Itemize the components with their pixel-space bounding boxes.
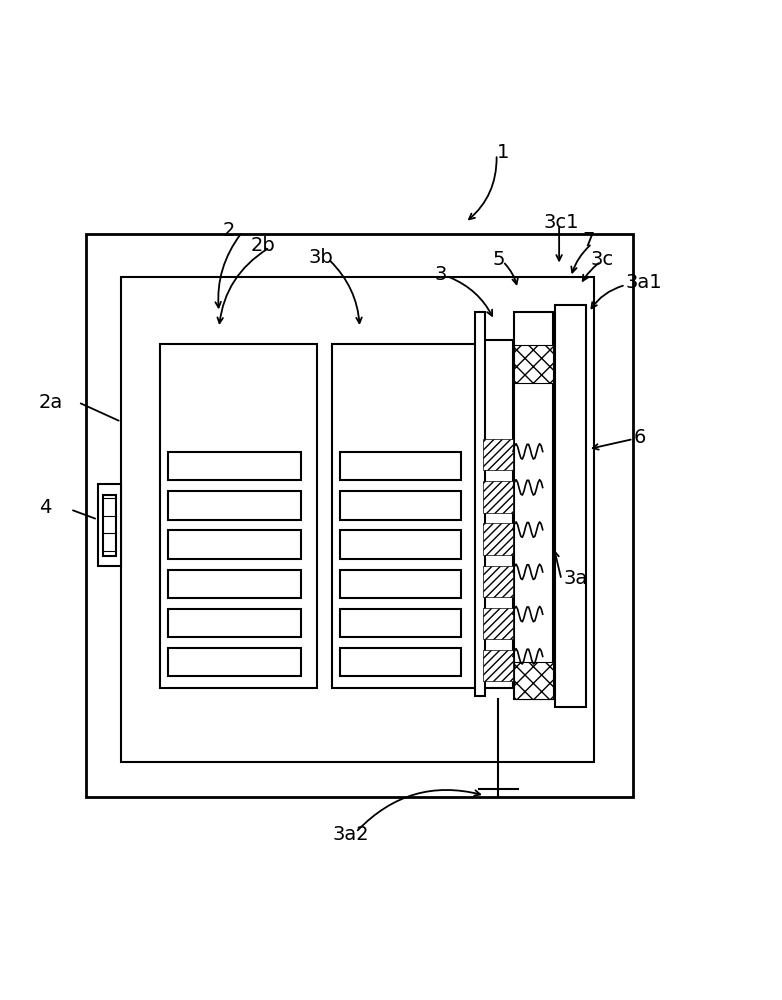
Bar [340, 648, 461, 676]
Bar [340, 609, 461, 637]
Bar [483, 566, 513, 597]
Text: 2b: 2b [250, 236, 275, 255]
Bar [340, 530, 461, 559]
Bar [98, 484, 121, 566]
Bar [483, 650, 513, 681]
Bar [483, 439, 513, 470]
Text: 3b: 3b [309, 248, 334, 267]
Text: 6: 6 [633, 428, 646, 447]
Text: 2a: 2a [39, 393, 63, 412]
Bar [168, 570, 301, 598]
Text: 1: 1 [497, 143, 509, 162]
Text: 5: 5 [493, 250, 505, 269]
Bar [168, 648, 301, 676]
Bar [483, 523, 513, 555]
Bar [168, 530, 301, 559]
Bar [483, 481, 513, 513]
Bar [340, 570, 461, 598]
Bar [121, 277, 594, 762]
Bar [514, 662, 553, 699]
Bar [86, 234, 633, 797]
Text: 3a2: 3a2 [332, 825, 369, 844]
Text: 3c1: 3c1 [543, 213, 579, 232]
Text: 3a1: 3a1 [626, 273, 662, 292]
Bar [555, 304, 586, 707]
Bar [475, 312, 485, 696]
Bar [340, 452, 461, 480]
Bar [483, 608, 513, 639]
Bar [103, 495, 116, 556]
Bar [483, 340, 513, 688]
Bar [514, 312, 553, 699]
Bar [168, 609, 301, 637]
Bar [168, 452, 301, 480]
Bar [332, 344, 481, 688]
Bar [168, 491, 301, 520]
Text: 7: 7 [583, 231, 595, 250]
Bar [340, 491, 461, 520]
Text: 4: 4 [39, 498, 52, 517]
Text: 2: 2 [223, 221, 235, 240]
Text: 3c: 3c [590, 250, 614, 269]
Bar [514, 345, 553, 383]
Text: 3: 3 [434, 265, 447, 284]
Text: 3a: 3a [563, 569, 587, 588]
Bar [160, 344, 317, 688]
